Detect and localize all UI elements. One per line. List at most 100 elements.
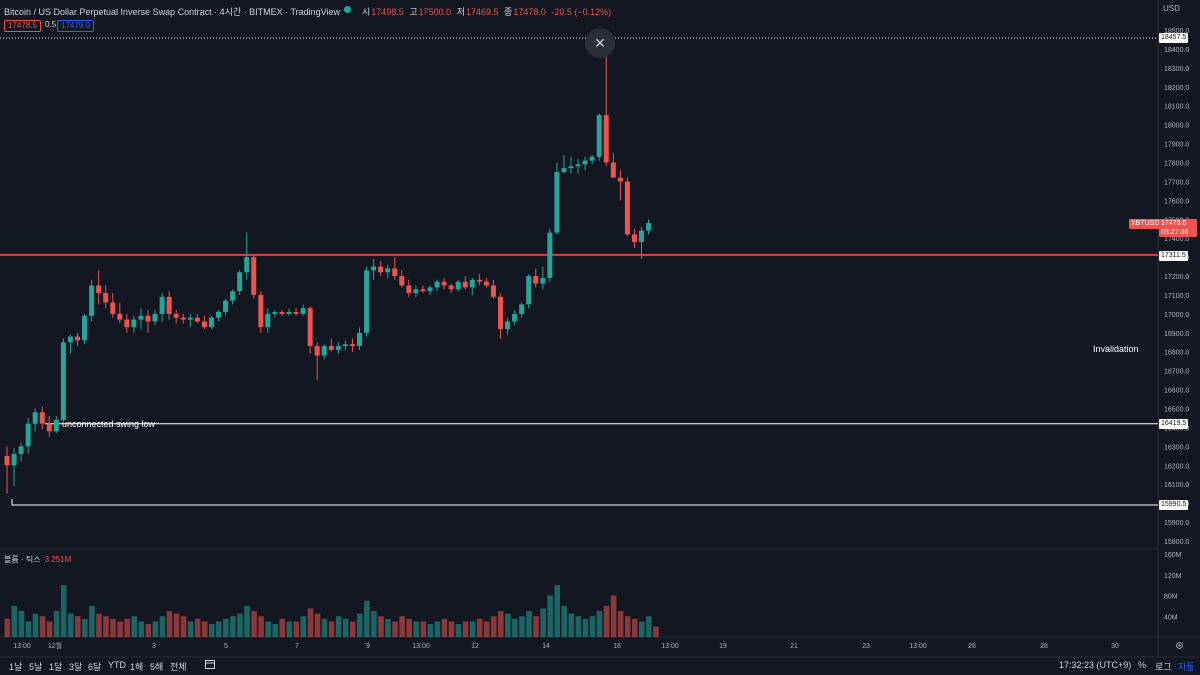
range-1d-button[interactable]: 1날 [9,662,23,672]
candle-body [145,315,151,322]
last-price-value: 17478.0 [1161,220,1187,227]
candle-body [194,317,200,322]
ask-button[interactable]: 17479.0 [57,20,94,32]
volume-bar [39,616,46,637]
volume-bar [103,616,109,637]
range-5y-button[interactable]: 5해 [150,662,164,672]
timezone-clock[interactable]: 17:32:23 (UTC+9) [1059,660,1132,670]
volume-bar [378,616,384,637]
candle-body [201,321,207,328]
volume-bar [631,618,638,637]
settings-gear-icon[interactable] [1174,640,1185,651]
level-tag-bottom: 15990.5 [1159,500,1189,510]
time-tick-label: 19 [719,643,727,650]
price-tick-label: 16500.0 [1164,407,1189,414]
candle-body [60,342,66,420]
chart-header: Bitcoin / US Dollar Perpetual Inverse Sw… [0,0,1158,20]
time-tick-label: 3 [152,643,156,650]
volume-bar [596,611,603,637]
time-tick-label: 14 [542,643,550,650]
time-tick-label: 23 [862,643,870,650]
range-5d-button[interactable]: 5날 [29,662,43,672]
volume-bar [67,613,74,637]
candlesticks [4,56,652,494]
time-tick-label: 7 [295,643,299,650]
volume-bar [82,618,88,637]
price-tick-label: 16100.0 [1164,482,1189,489]
volume-bar [385,618,391,637]
log-scale-toggle[interactable]: 로그 [1155,662,1172,672]
time-axis[interactable]: 13:00 12월 3 5 7 9 13:00 12 14 16 13:00 19 21 23 13:00 2… [13,641,1119,650]
range-1y-button[interactable]: 1해 [130,662,144,672]
candle-body [32,412,38,424]
candle-body [483,281,489,286]
candle-body [75,336,80,341]
volume-bar [307,608,314,637]
candle-body [589,156,595,161]
price-tick-label: 17600.0 [1164,198,1189,205]
candle-body [124,319,130,328]
volume-bar [75,616,81,637]
candle-body [378,266,384,273]
range-all-button[interactable]: 전체 [170,662,187,672]
candle-body [138,315,144,320]
volume-bar [251,611,257,637]
range-ytd-button[interactable]: YTD [108,660,126,670]
price-tick-label: 17900.0 [1164,142,1189,149]
goto-date-icon[interactable] [205,659,215,669]
level-tag-top: 18457.5 [1159,33,1189,43]
candle-body [180,317,186,320]
candle-body [427,287,433,292]
candle-body [646,223,652,231]
candle-body [279,311,285,314]
volume-bar [420,621,427,637]
volume-bar [364,600,370,637]
price-tick-label: 17800.0 [1164,160,1189,167]
price-tick-label: 17100.0 [1164,293,1189,300]
candle-body [258,294,264,328]
volume-bar [639,621,645,637]
price-tick-label: 15900.0 [1164,520,1189,527]
volume-bar [265,621,271,637]
candle-body [533,276,539,284]
price-axis[interactable]: 18500.0 18400.0 18300.0 18200.0 18100.0 18000… [1164,28,1189,621]
annotation-swing-low[interactable]: unconnected swing low [62,419,156,429]
horizontal-levels[interactable] [0,37,1158,506]
candle-body [53,419,59,432]
time-tick-label: 13:00 [661,643,679,650]
currency-label[interactable]: USD [1163,4,1180,13]
annotation-invalidation[interactable]: Invalidation [1093,344,1139,354]
time-tick-label: 12 [471,643,479,650]
candle-body [328,346,334,350]
candle-body [307,308,313,347]
high-value: 17500.0 [418,7,452,17]
price-tick-label: 17200.0 [1164,274,1189,281]
candle-body [159,296,165,314]
bid-button[interactable]: 17478.5 [4,20,41,32]
candle-body [547,232,553,278]
close-icon[interactable]: × [585,28,615,58]
percent-scale-toggle[interactable]: % [1138,660,1147,670]
candle-body [18,446,24,454]
volume-bar [279,618,286,637]
range-6m-button[interactable]: 6달 [88,662,102,672]
range-3m-button[interactable]: 3달 [69,662,83,672]
range-1m-button[interactable]: 1달 [49,662,63,672]
auto-scale-toggle[interactable]: 자동 [1178,662,1195,672]
candle-body [208,317,214,328]
close-value: 17478.0 [513,7,546,17]
candle-body [96,285,102,294]
volume-bar [32,613,39,637]
candle-body [237,272,243,292]
candle-body [335,346,341,350]
volume-bar [328,621,335,637]
bottom-toolbar: 1날 5날 1달 3달 6달 YTD 1해 5해 전체 17:32:23 (UT… [0,657,1200,675]
candle-body [462,281,468,288]
level-tag-resistance: 17311.5 [1159,251,1188,261]
volume-bar [60,585,67,637]
candle-body [173,313,179,318]
volume-bar [490,616,497,637]
candle-body [596,115,602,157]
volume-bar [25,621,32,637]
